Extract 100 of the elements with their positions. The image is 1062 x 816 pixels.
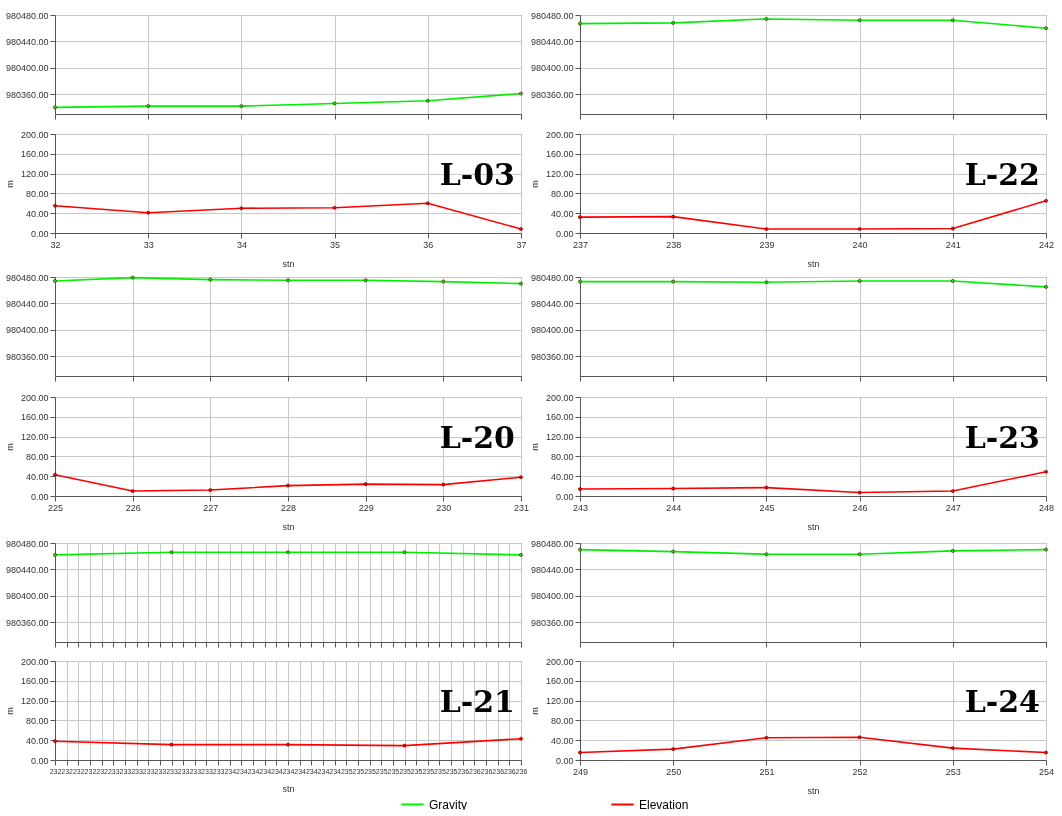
annotation: L-24 [964, 684, 1040, 719]
point [578, 21, 582, 26]
y-tick-label: 980480.00 [530, 272, 574, 283]
x-axis-title: stn [807, 785, 820, 796]
point [764, 17, 769, 21]
y-tick-label: 120.00 [545, 696, 574, 707]
point [519, 475, 523, 480]
x-tick-label: 254 [1038, 766, 1055, 777]
y-tick-label: 120.00 [545, 432, 574, 443]
y-tick-label: 80.00 [25, 715, 49, 726]
point [130, 489, 135, 493]
x-tick-label: 251 [759, 766, 775, 777]
y-tick-label: 40.00 [25, 471, 49, 482]
point [1044, 750, 1048, 755]
x-axis-title: stn [807, 258, 820, 269]
y-tick-label: 160.00 [20, 149, 49, 160]
y-tick-label: 160.00 [545, 412, 574, 423]
point [578, 215, 582, 220]
y-tick-label: 160.00 [545, 149, 574, 160]
point [950, 226, 955, 231]
point [671, 279, 676, 284]
y-tick-label: 160.00 [545, 676, 574, 687]
x-tick-label: 246 [852, 502, 868, 513]
x-tick-label: 249 [572, 766, 589, 777]
point [332, 101, 337, 106]
y-tick-label: 980440.00 [5, 36, 49, 47]
point [53, 203, 57, 208]
y-tick-label: 980400.00 [530, 325, 574, 336]
x-tick-label: 226 [125, 502, 141, 513]
y-tick-label: 40.00 [550, 735, 574, 746]
y-tick-label: 980360.00 [530, 89, 574, 100]
y-tick-label: 980480.00 [5, 272, 49, 283]
point [53, 105, 57, 110]
y-tick-label: 80.00 [25, 451, 49, 462]
point [671, 21, 676, 25]
y-tick-label: 200.00 [20, 392, 49, 403]
y-axis-title: m [4, 707, 15, 715]
annotation: L-21 [439, 684, 515, 719]
x-tick-label: 247 [945, 502, 961, 513]
x-tick-label: 37 [516, 239, 527, 250]
x-tick-label: 230 [436, 502, 452, 513]
y-tick-label: 980400.00 [530, 591, 574, 602]
point [764, 227, 769, 231]
point [332, 205, 337, 210]
y-tick-label: 120.00 [545, 169, 574, 180]
x-tick-label: 36 [423, 239, 434, 250]
x-tick-label: 241 [945, 239, 961, 250]
x-axis-title: stn [282, 783, 295, 794]
y-tick-label: 200.00 [20, 129, 49, 140]
x-tick-label: 243 [572, 502, 589, 513]
y-tick-label: 80.00 [25, 188, 49, 199]
point [53, 472, 57, 477]
point [671, 747, 676, 751]
point [208, 488, 213, 492]
y-axis-title: m [529, 707, 540, 715]
y-tick-label: 200.00 [545, 392, 574, 403]
y-tick-label: 980480.00 [530, 538, 574, 549]
y-tick-label: 980360.00 [530, 351, 574, 362]
y-tick-label: 980440.00 [530, 36, 574, 47]
point [950, 489, 955, 493]
point [1044, 26, 1048, 31]
point [286, 742, 290, 747]
point [1044, 285, 1048, 289]
y-tick-label: 0.00 [555, 228, 574, 239]
y-tick-label: 80.00 [550, 188, 574, 199]
y-tick-label: 40.00 [550, 471, 574, 482]
x-tick-label: 231 [513, 502, 530, 513]
y-tick-label: 980440.00 [5, 298, 49, 309]
y-tick-label: 200.00 [545, 656, 574, 667]
x-tick-label: 35 [330, 239, 341, 250]
point [764, 735, 769, 740]
x-tick-label: 244 [666, 502, 682, 513]
x-tick-label: 32 [50, 239, 61, 250]
x-axis-title: stn [807, 521, 820, 532]
point [764, 485, 769, 490]
y-tick-label: 160.00 [20, 412, 49, 423]
point [857, 279, 862, 283]
y-tick-label: 0.00 [30, 228, 49, 239]
point [671, 486, 676, 491]
y-tick-label: 980400.00 [5, 325, 49, 336]
point [764, 280, 769, 285]
point [425, 201, 430, 206]
y-tick-label: 120.00 [20, 696, 49, 707]
point [950, 746, 955, 750]
y-axis-title: m [529, 180, 540, 188]
point [519, 91, 523, 96]
point [857, 18, 862, 23]
y-tick-label: 980480.00 [530, 10, 574, 21]
point [363, 482, 368, 486]
y-tick-label: 40.00 [25, 208, 49, 219]
x-tick-label: 240 [852, 239, 868, 250]
point [239, 206, 244, 211]
point [950, 279, 955, 283]
x-tick-label: 228 [280, 502, 297, 513]
y-tick-label: 40.00 [550, 208, 574, 219]
point [519, 736, 523, 741]
point [857, 490, 862, 495]
point [857, 735, 862, 740]
point [519, 227, 523, 231]
x-tick-label: 248 [1038, 502, 1055, 513]
